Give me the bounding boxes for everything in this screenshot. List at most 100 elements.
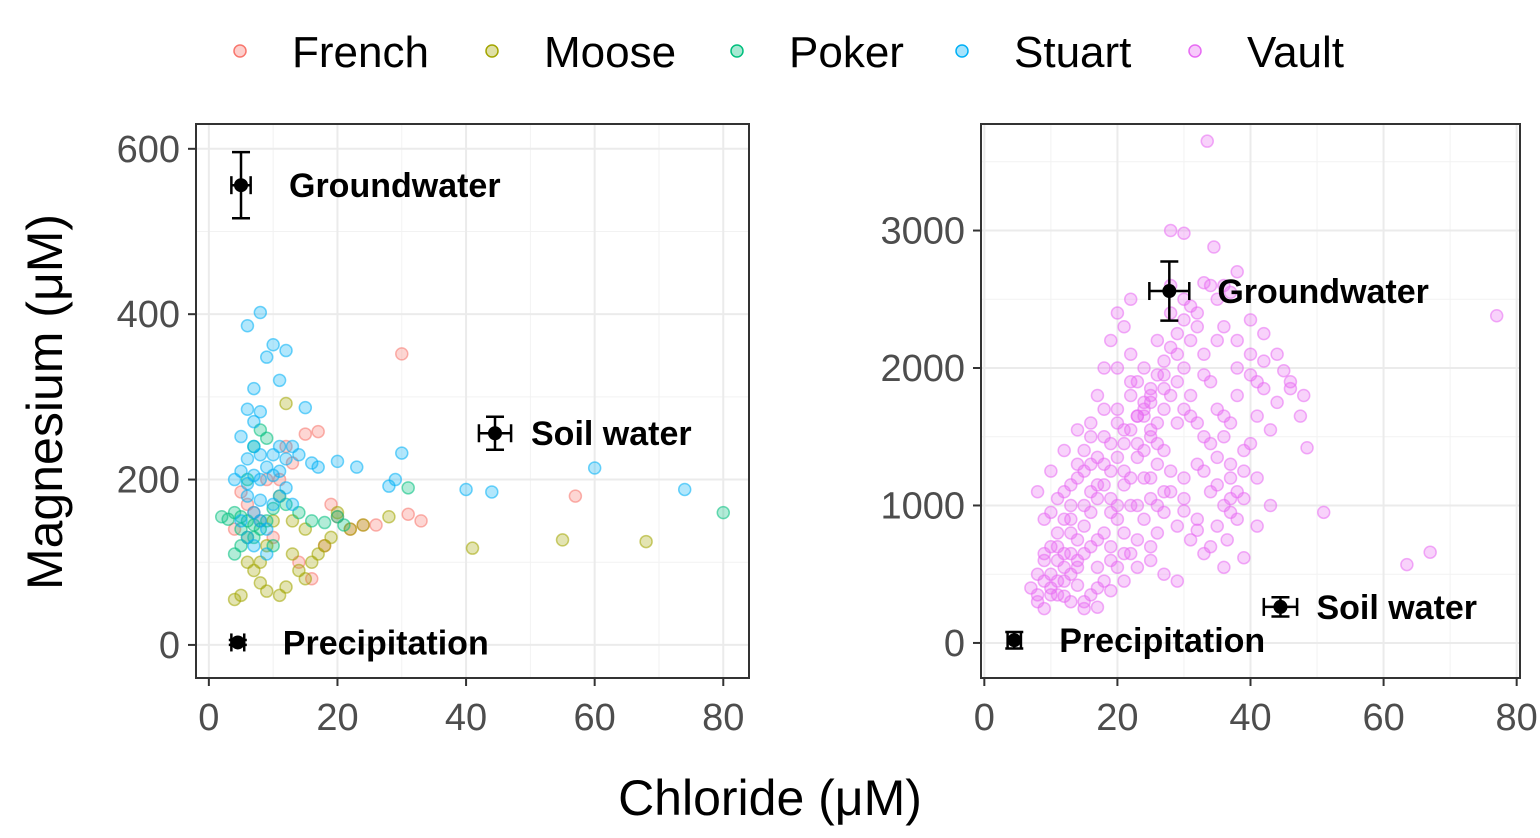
point-french [401, 507, 415, 522]
point-vault [1077, 464, 1091, 478]
point-vault [1117, 478, 1131, 492]
point-moose [356, 518, 370, 532]
point-vault [1170, 574, 1185, 588]
point-vault [1223, 491, 1238, 506]
point-vault [1104, 436, 1118, 451]
point-vault [1237, 550, 1251, 565]
y-tick-label: 1000 [880, 485, 965, 527]
point-vault [1277, 364, 1291, 378]
legend-key-french [233, 44, 247, 58]
point-vault [1064, 498, 1078, 513]
point-vault [1130, 409, 1145, 423]
point-french [369, 518, 383, 532]
point-vault [1090, 388, 1105, 403]
point-moose [292, 563, 306, 578]
point-vault [1150, 498, 1165, 513]
legend-label-french: French [292, 28, 429, 77]
point-stuart [259, 522, 274, 536]
point-vault [1217, 429, 1231, 444]
point-vault [1210, 519, 1224, 533]
point-moose [382, 510, 396, 524]
point-vault [1197, 546, 1211, 561]
point-moose [272, 588, 287, 603]
point-moose [285, 547, 300, 561]
point-vault [1150, 526, 1165, 540]
point-vault [1130, 436, 1145, 451]
point-stuart [587, 461, 602, 475]
point-vault [1064, 512, 1078, 526]
point-stuart [272, 373, 287, 388]
point-vault [1143, 423, 1158, 437]
point-vault [1177, 361, 1191, 375]
legend: French Moose Poker Stuart Vault [233, 28, 1344, 77]
point-vault [1117, 526, 1131, 540]
point-stuart [247, 538, 261, 553]
point-vault [1183, 388, 1198, 403]
point-vault [1283, 381, 1298, 396]
point-vault [1423, 545, 1437, 559]
point-vault [1230, 361, 1244, 375]
point-vault [1037, 553, 1051, 568]
y-tick-label: 400 [117, 294, 180, 336]
y-tick-label: 200 [117, 460, 180, 502]
point-vault [1177, 226, 1191, 241]
point-vault [1097, 574, 1111, 588]
point-vault [1077, 443, 1091, 458]
point-vault [1283, 375, 1298, 389]
legend-key-moose [485, 44, 499, 58]
legend-key-poker [730, 44, 744, 58]
point-vault [1143, 539, 1158, 554]
point-vault [1197, 347, 1211, 362]
point-poker [401, 481, 415, 495]
point-vault [1030, 588, 1045, 602]
point-vault [1157, 402, 1171, 416]
legend-label-moose: Moose [544, 28, 676, 77]
point-stuart [459, 482, 473, 497]
point-french [298, 427, 313, 441]
point-poker [317, 515, 332, 530]
endmember-point-groundwater [1162, 284, 1177, 299]
point-vault [1157, 381, 1171, 396]
point-stuart [259, 547, 274, 561]
point-stuart [227, 472, 242, 487]
point-vault [1070, 578, 1085, 592]
point-vault [1163, 484, 1178, 499]
point-vault [1050, 526, 1065, 540]
point-vault [1090, 560, 1105, 575]
point-vault [1177, 313, 1191, 327]
point-moose [253, 576, 268, 590]
point-vault [1117, 423, 1131, 437]
point-vault [1110, 402, 1125, 416]
point-vault [1117, 574, 1131, 588]
point-vault [1230, 388, 1244, 403]
point-vault [1243, 347, 1258, 362]
point-stuart [240, 319, 255, 333]
point-vault [1177, 402, 1191, 416]
point-vault [1110, 361, 1125, 375]
point-poker [716, 505, 731, 520]
point-vault [1170, 519, 1185, 533]
point-vault [1150, 436, 1165, 451]
point-vault [1200, 134, 1214, 148]
point-vault [1257, 326, 1271, 341]
point-vault [1064, 526, 1078, 540]
point-stuart [285, 439, 300, 454]
x-tick-label: 40 [1229, 697, 1271, 739]
point-vault [1177, 471, 1191, 485]
point-stuart [266, 338, 280, 352]
point-poker [214, 510, 229, 524]
point-vault [1400, 557, 1414, 572]
point-vault [1243, 368, 1258, 382]
point-vault [1057, 574, 1071, 588]
point-french [311, 424, 325, 439]
point-vault [1150, 333, 1165, 348]
point-vault [1263, 498, 1278, 513]
point-stuart [240, 489, 255, 503]
point-stuart [240, 452, 255, 466]
point-moose [465, 541, 480, 555]
point-vault [1190, 512, 1205, 526]
point-vault [1070, 423, 1085, 437]
point-vault [1300, 440, 1314, 455]
point-vault [1137, 471, 1151, 485]
annotation-soil-water: Soil water [1316, 589, 1477, 627]
